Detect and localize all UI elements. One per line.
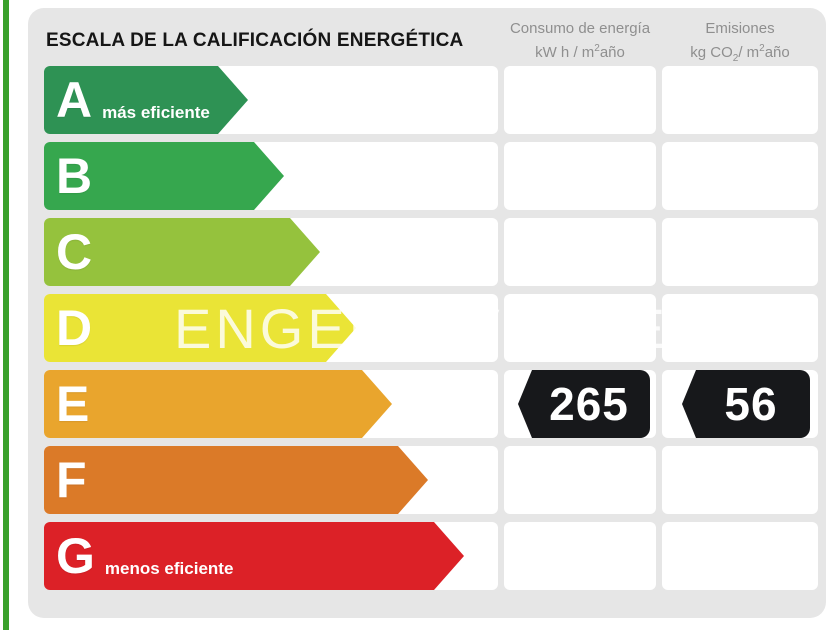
consumption-cell	[504, 218, 656, 286]
column-header-consumption: Consumo de energía kW h / m2año	[504, 19, 656, 63]
rating-track: F	[44, 446, 498, 514]
rating-arrow: E	[44, 370, 392, 438]
consumption-cell: 265	[504, 370, 656, 438]
rating-letter: B	[56, 148, 93, 204]
rating-arrow: A más eficiente	[44, 66, 248, 134]
rating-row-f: F	[28, 446, 826, 514]
rating-track: D	[44, 294, 498, 362]
rating-letter: A	[56, 72, 93, 128]
emissions-value-badge: 56	[682, 370, 810, 438]
rating-letter: C	[56, 224, 93, 280]
rating-note: más eficiente	[102, 103, 210, 122]
rating-arrow: C	[44, 218, 320, 286]
consumption-cell	[504, 522, 656, 590]
emissions-cell	[662, 294, 818, 362]
rating-track: C	[44, 218, 498, 286]
emissions-cell	[662, 142, 818, 210]
rating-letter: D	[56, 300, 93, 356]
emissions-cell	[662, 446, 818, 514]
column-header-emissions-unit: kg CO2/ m2año	[690, 43, 790, 64]
emissions-cell	[662, 522, 818, 590]
rating-arrow: G menos eficiente	[44, 522, 464, 590]
rating-row-b: B	[28, 142, 826, 210]
column-header-consumption-label: Consumo de energía	[509, 20, 651, 37]
emissions-cell	[662, 218, 818, 286]
emissions-cell: 56	[662, 370, 818, 438]
rating-row-d: D	[28, 294, 826, 362]
rating-arrow: F	[44, 446, 428, 514]
rating-row-e: E 265 56	[28, 370, 826, 438]
consumption-cell	[504, 294, 656, 362]
energy-scale-card: ESCALA DE LA CALIFICACIÓN ENERGÉTICA Con…	[28, 8, 826, 618]
rating-note: menos eficiente	[104, 559, 234, 578]
rating-track: E	[44, 370, 498, 438]
consumption-cell	[504, 142, 656, 210]
consumption-cell	[504, 66, 656, 134]
consumption-cell	[504, 446, 656, 514]
column-header-consumption-unit: kW h / m2año	[535, 43, 625, 61]
rating-arrow: D	[44, 294, 356, 362]
rating-letter: E	[56, 376, 90, 432]
rating-row-g: G menos eficiente	[28, 522, 826, 590]
rating-letter: F	[56, 452, 87, 508]
rating-row-a: A más eficiente	[28, 66, 826, 134]
rating-row-c: C	[28, 218, 826, 286]
column-header-emissions-label: Emisiones	[705, 20, 775, 37]
green-accent-stripe	[3, 0, 9, 630]
rating-track: B	[44, 142, 498, 210]
rating-arrow: B	[44, 142, 284, 210]
column-header-emissions: Emisiones kg CO2/ m2año	[662, 19, 818, 69]
page-title: ESCALA DE LA CALIFICACIÓN ENERGÉTICA	[46, 30, 464, 51]
rating-letter: G	[56, 528, 95, 584]
emissions-cell	[662, 66, 818, 134]
rating-track: G menos eficiente	[44, 522, 498, 590]
rating-track: A más eficiente	[44, 66, 498, 134]
consumption-value-badge: 265	[518, 370, 650, 438]
